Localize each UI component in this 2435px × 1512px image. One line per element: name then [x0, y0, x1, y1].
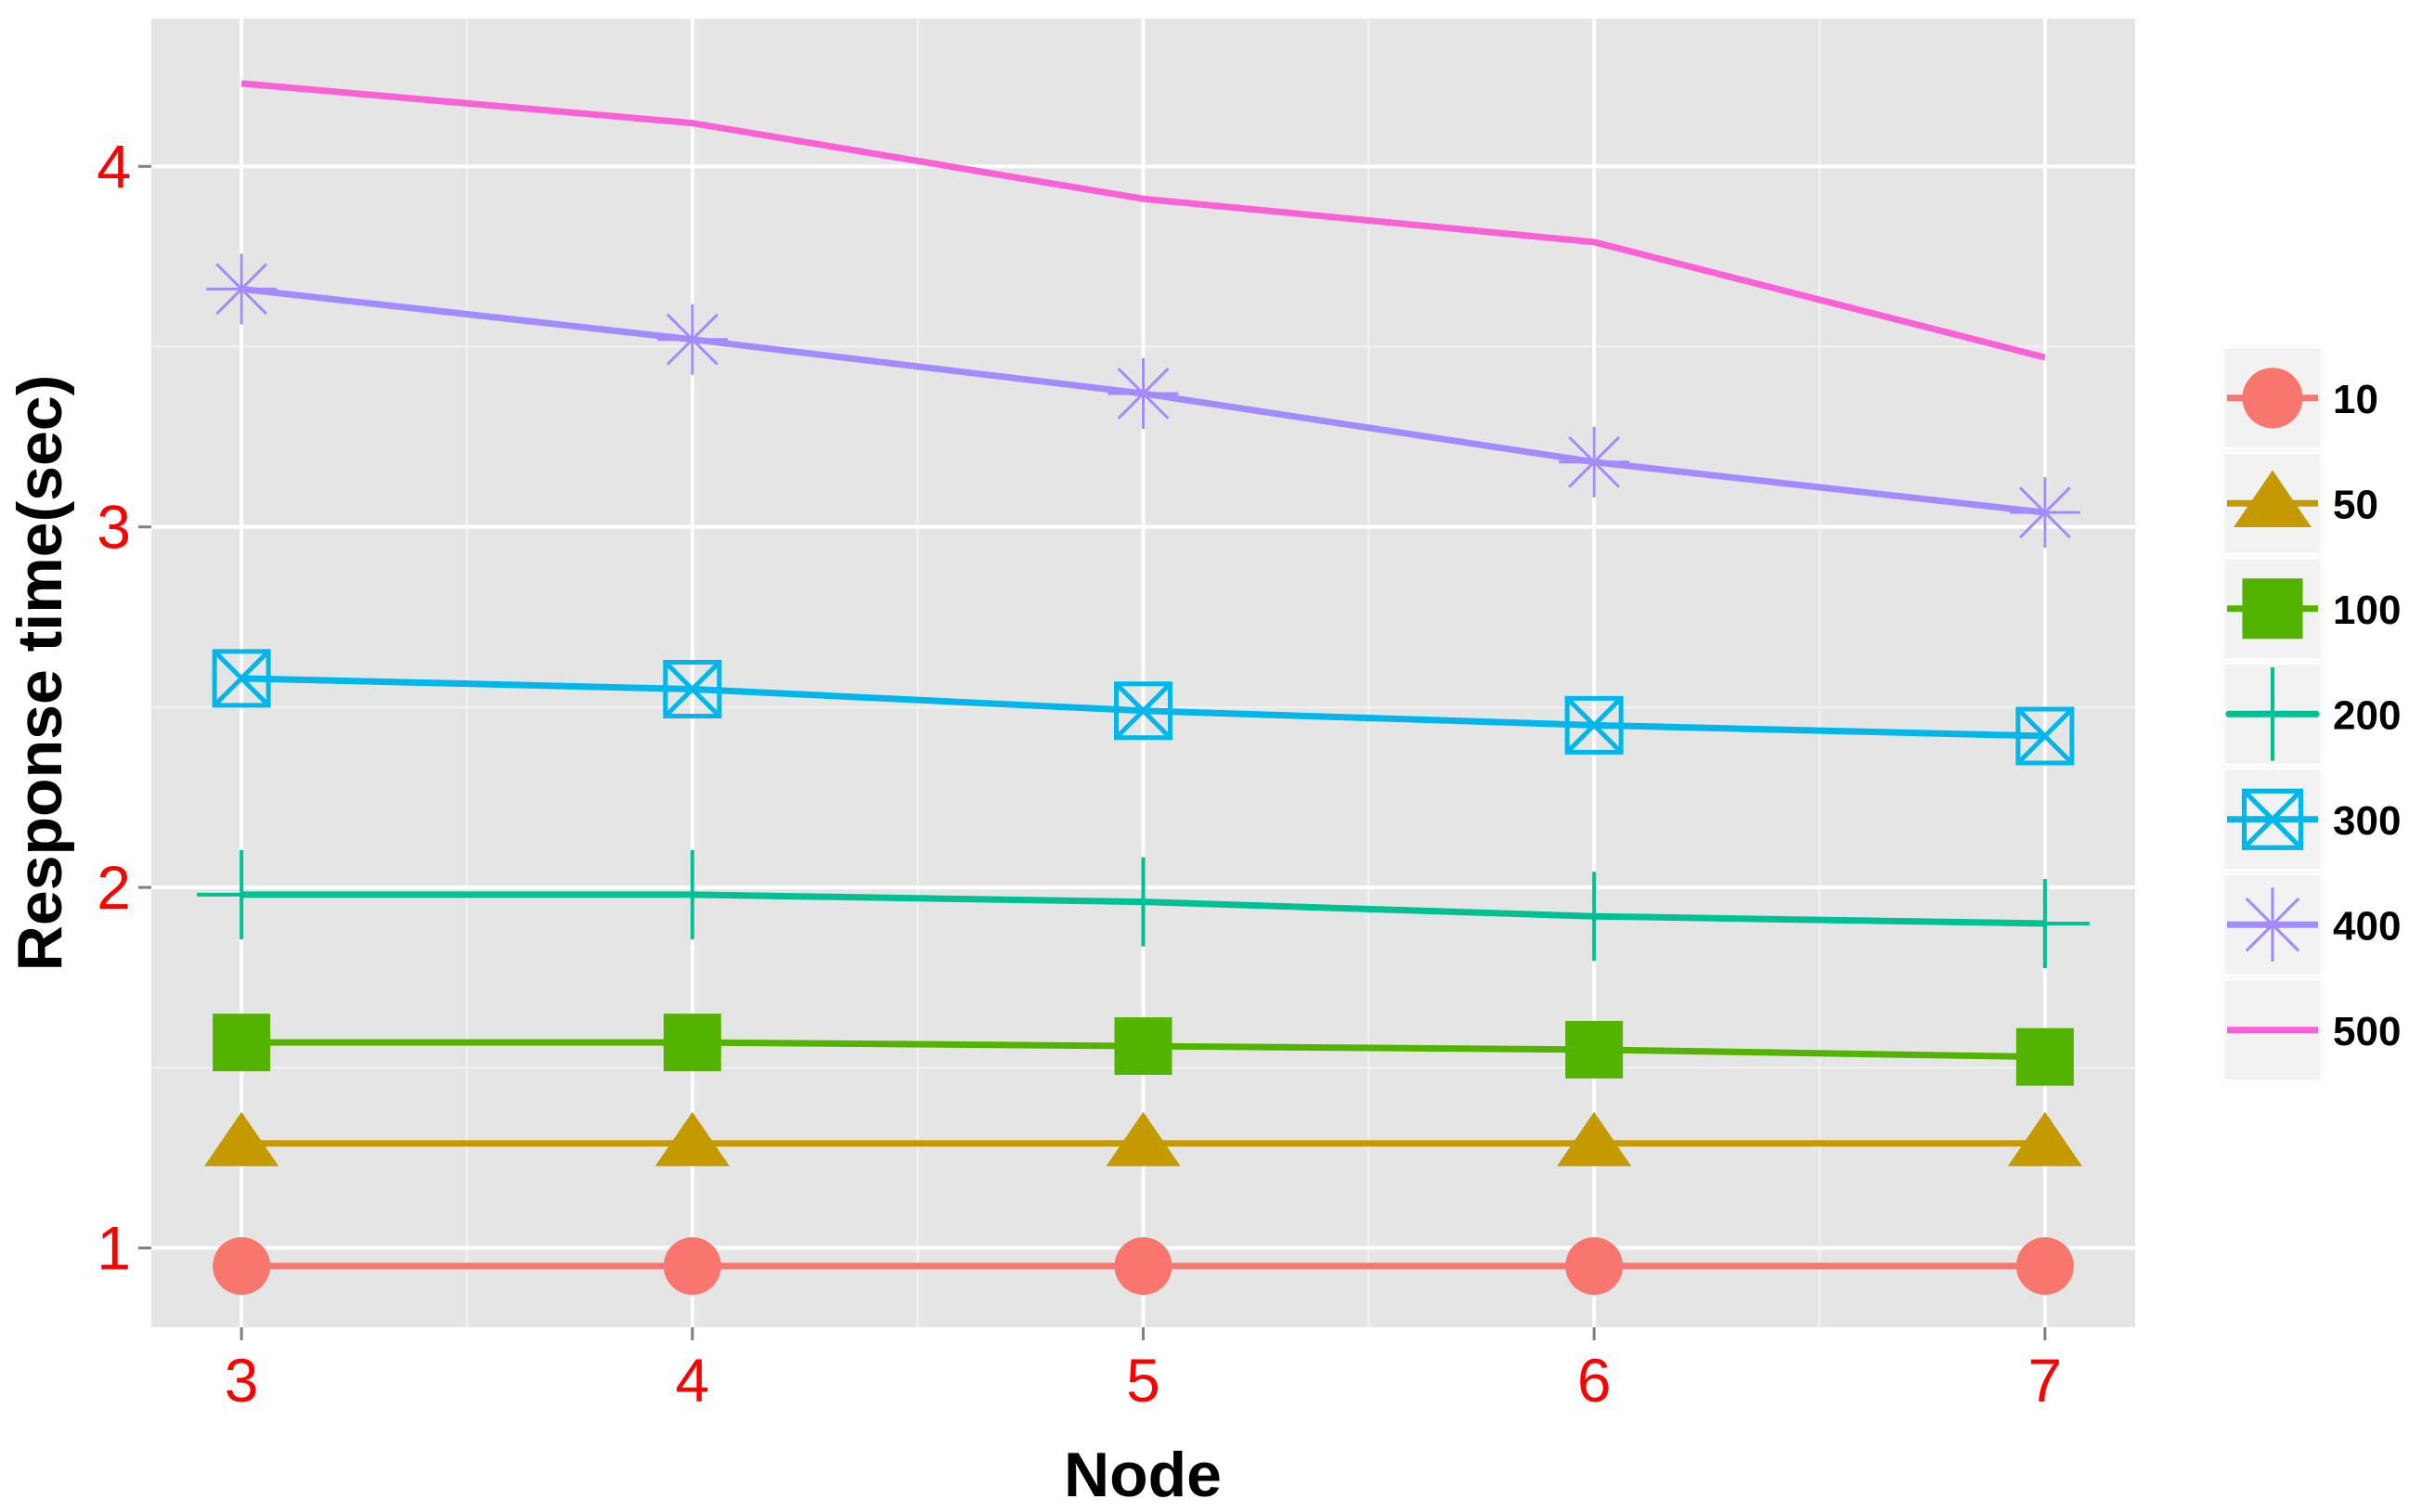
data-point-10-2 [1114, 1236, 1172, 1295]
x-tick-label: 7 [2028, 1346, 2063, 1415]
x-tick-label: 4 [675, 1346, 709, 1415]
x-axis-title: Node [1064, 1440, 1222, 1510]
x-tick-label: 3 [225, 1346, 259, 1415]
data-point-50-0 [204, 1111, 279, 1167]
legend-label-200: 200 [2333, 692, 2401, 738]
y-tick-label: 2 [97, 853, 131, 922]
data-point-200-3 [1549, 872, 1639, 962]
x-axis-ticks: 3 4 5 6 7 [225, 1327, 2062, 1415]
y-tick-label: 3 [97, 493, 131, 562]
legend-marker-300 [2241, 788, 2304, 850]
data-point-200-2 [1098, 857, 1188, 947]
legend: 10 50 100 200 300 400 500 [2221, 345, 2401, 1083]
y-tick-label: 1 [97, 1214, 131, 1283]
y-tick-label: 4 [97, 132, 131, 200]
data-point-50-4 [2007, 1111, 2082, 1167]
data-point-10-1 [663, 1236, 721, 1295]
data-point-50-2 [1106, 1111, 1181, 1167]
data-point-400-1 [656, 304, 728, 375]
data-point-100-0 [213, 1014, 271, 1072]
data-point-300-0 [212, 649, 271, 708]
x-tick-label: 6 [1577, 1346, 1612, 1415]
data-point-100-1 [663, 1014, 721, 1072]
legend-label-100: 100 [2333, 588, 2401, 633]
legend-marker-200 [2225, 666, 2320, 761]
x-tick-label: 5 [1126, 1346, 1160, 1415]
series-line-500 [240, 80, 2046, 361]
series-markers [197, 253, 2090, 1295]
data-point-400-2 [1107, 357, 1179, 429]
data-point-10-4 [2015, 1236, 2074, 1295]
data-point-200-0 [197, 849, 287, 939]
legend-marker-50 [2234, 470, 2312, 527]
data-point-200-1 [647, 849, 737, 939]
legend-marker-10 [2242, 368, 2303, 429]
data-point-400-0 [206, 253, 278, 325]
legend-label-50: 50 [2333, 482, 2378, 527]
legend-label-10: 10 [2333, 377, 2378, 422]
data-point-100-4 [2015, 1027, 2074, 1086]
data-point-200-4 [2000, 878, 2090, 968]
data-point-300-3 [1564, 695, 1624, 755]
legend-marker-400 [2235, 887, 2310, 963]
data-point-300-1 [663, 659, 722, 718]
data-point-100-3 [1565, 1020, 1624, 1079]
y-axis-title: Response time(sec) [5, 375, 75, 971]
legend-marker-100 [2242, 578, 2303, 640]
data-point-50-1 [654, 1111, 730, 1167]
legend-label-400: 400 [2333, 903, 2401, 949]
data-point-400-4 [2009, 477, 2080, 549]
data-point-300-2 [1114, 681, 1172, 741]
legend-label-500: 500 [2333, 1009, 2401, 1054]
data-point-50-3 [1557, 1111, 1632, 1167]
data-point-300-4 [2015, 706, 2075, 766]
data-point-400-3 [1559, 426, 1630, 498]
data-point-100-2 [1114, 1017, 1172, 1076]
y-axis-ticks: 1 2 3 4 [97, 132, 151, 1283]
data-point-10-3 [1565, 1236, 1624, 1295]
data-point-10-0 [213, 1236, 271, 1295]
legend-label-300: 300 [2333, 798, 2401, 844]
